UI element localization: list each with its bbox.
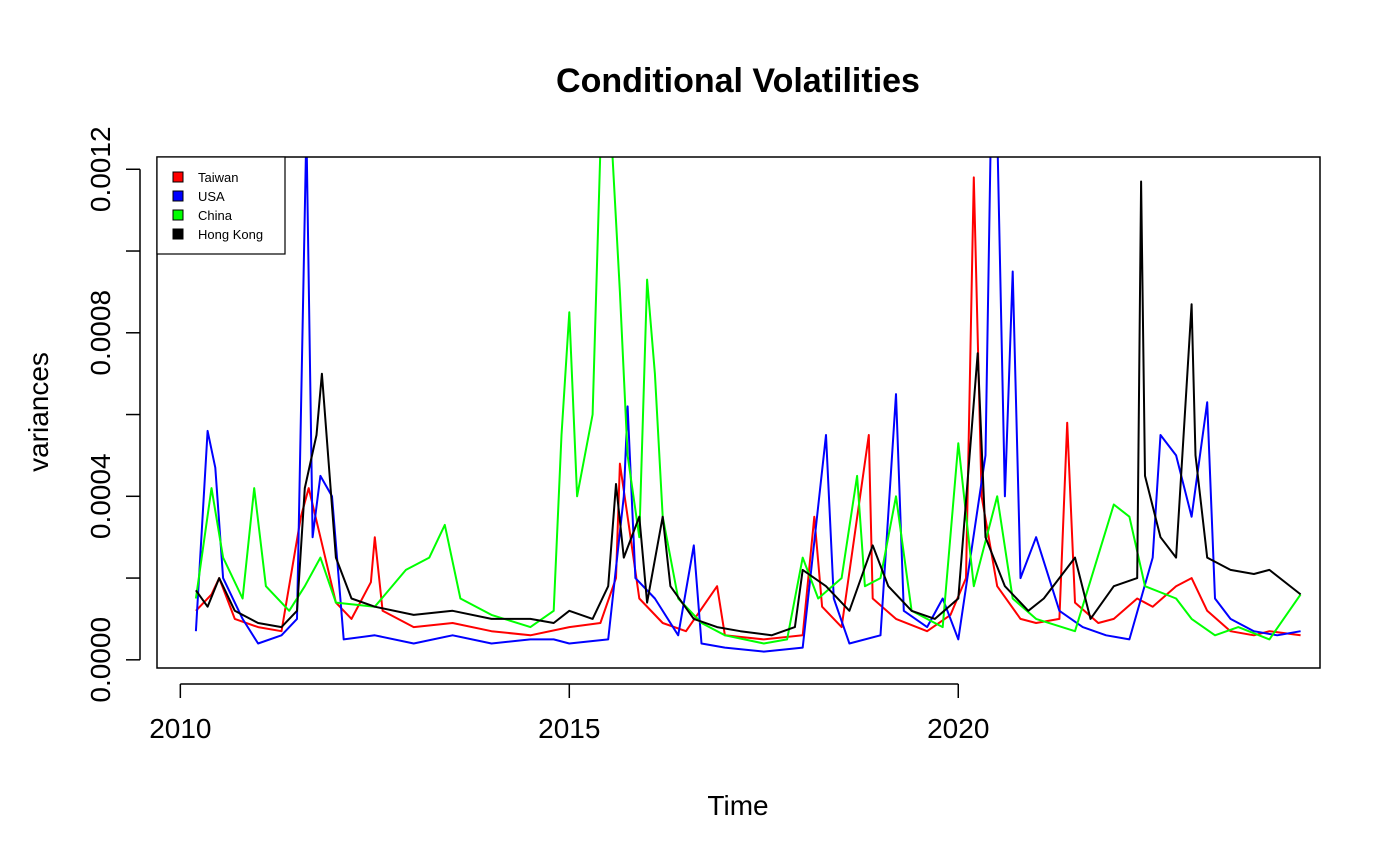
legend-label-taiwan: Taiwan [198,170,238,185]
series-line-china [194,157,1302,645]
legend-swatch-taiwan [172,171,184,183]
legend-swatch-china [172,209,184,221]
series-line-hong-kong [195,180,1302,637]
y-tick-label: 0.0008 [85,290,116,376]
x-axis-label: Time [707,790,768,821]
legend-label-hong-kong: Hong Kong [198,227,263,242]
x-tick-label: 2010 [149,713,211,744]
legend-swatch-hong-kong [172,228,184,240]
y-tick-label: 0.0004 [85,453,116,539]
x-axis: 2010 2015 2020 [149,683,989,744]
y-tick-label: 0.0012 [85,126,116,212]
plot-area-frame [156,156,1321,669]
legend-swatch-usa [172,190,184,202]
y-axis: 0.0000 0.0004 0.0008 0.0012 [85,126,141,703]
legend-label-usa: USA [198,189,225,204]
series-line-usa [194,157,1301,653]
series-layer [194,157,1302,653]
legend: Taiwan USA China Hong Kong [156,156,286,255]
legend-label-china: China [198,208,233,223]
x-tick-label: 2020 [927,713,989,744]
x-tick-label: 2015 [538,713,600,744]
chart-title: Conditional Volatilities [556,62,920,100]
y-tick-label: 0.0000 [85,617,116,703]
series-line-taiwan [195,176,1301,641]
y-axis-label: variances [23,352,54,472]
